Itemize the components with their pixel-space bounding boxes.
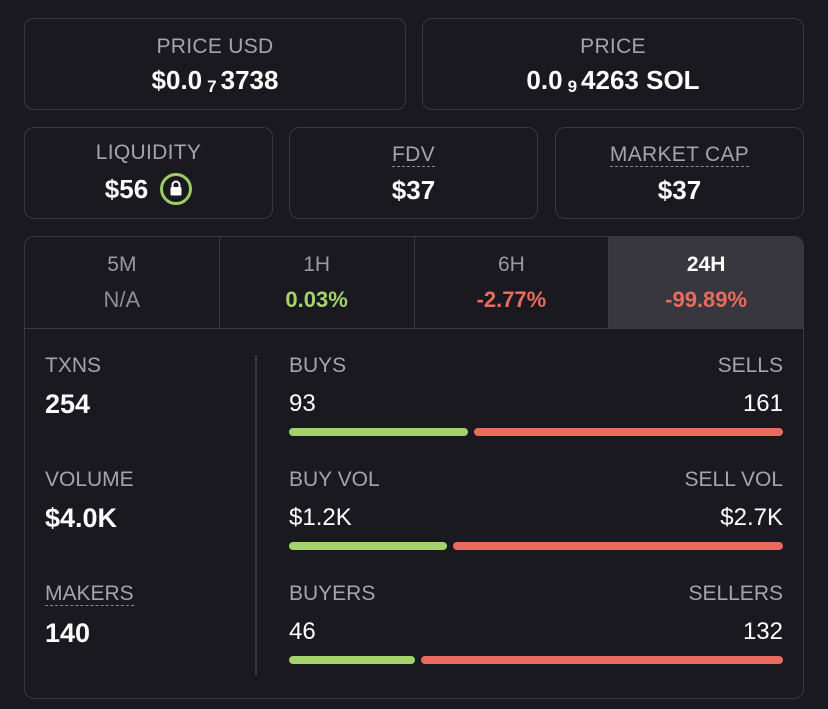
sell-vol-label: SELL VOL <box>684 468 783 491</box>
column-divider <box>255 355 257 675</box>
volume-split: BUY VOL SELL VOL $1.2K $2.7K <box>289 469 783 550</box>
market-cap-card: MARKET CAP $37 <box>555 127 804 219</box>
buy-vol-label: BUY VOL <box>289 468 380 491</box>
liquidity-card: LIQUIDITY $56 <box>24 127 273 219</box>
buys-bar <box>289 428 468 436</box>
timeframe-tabs: 5M N/A 1H 0.03% 6H -2.77% 24H -99.89% <box>25 237 803 329</box>
tab-6h-label: 6H <box>497 253 525 276</box>
price-usd-prefix: $0.0 <box>151 64 203 95</box>
price-usd-card: PRICE USD $0.0 7 3738 <box>24 18 406 110</box>
volume-value: $4.0K <box>45 503 118 533</box>
sellers-value: 132 <box>742 618 783 645</box>
buyers-bar <box>289 656 415 664</box>
market-cap-value: $37 <box>657 174 702 205</box>
stats-panel: 5M N/A 1H 0.03% 6H -2.77% 24H -99.89% TX… <box>24 236 804 699</box>
tab-5m-change: N/A <box>103 287 141 312</box>
price-sol-label: PRICE <box>580 34 646 58</box>
tab-24h-change: -99.89% <box>665 287 748 312</box>
liquidity-label: LIQUIDITY <box>95 140 202 164</box>
price-usd-digits: 3738 <box>220 64 279 95</box>
buy-vol-bar <box>289 542 447 550</box>
volume-bar <box>289 542 783 550</box>
buyers-sellers-bar <box>289 656 783 664</box>
txns-metric: TXNS 254 <box>45 355 101 418</box>
sells-bar <box>474 428 783 436</box>
buyers-label: BUYERS <box>289 582 376 605</box>
buy-vol-value: $1.2K <box>289 504 352 531</box>
price-usd-label: PRICE USD <box>156 34 274 58</box>
price-sol-digits: 4263 SOL <box>581 64 700 95</box>
price-sol-card: PRICE 0.0 9 4263 SOL <box>422 18 804 110</box>
buys-label: BUYS <box>289 354 347 377</box>
tab-24h[interactable]: 24H -99.89% <box>609 237 803 328</box>
volume-metric: VOLUME $4.0K <box>45 469 134 532</box>
price-sol-value: 0.0 9 4263 SOL <box>526 64 700 96</box>
makers-value: 140 <box>45 618 91 648</box>
price-sol-zero-count: 9 <box>567 77 578 96</box>
liquidity-value-row: $56 <box>104 172 193 205</box>
sell-vol-bar <box>453 542 783 550</box>
buyers-sellers-split: BUYERS SELLERS 46 132 <box>289 583 783 664</box>
fdv-label[interactable]: FDV <box>392 142 435 167</box>
fdv-card: FDV $37 <box>289 127 538 219</box>
sellers-bar <box>421 656 783 664</box>
txns-label: TXNS <box>45 354 102 377</box>
txns-value: 254 <box>45 389 91 419</box>
buys-value: 93 <box>289 390 316 417</box>
tab-5m[interactable]: 5M N/A <box>25 237 220 328</box>
tab-1h-change: 0.03% <box>285 287 348 312</box>
sells-label: SELLS <box>717 354 783 377</box>
buys-sells-split: BUYS SELLS 93 161 <box>289 355 783 436</box>
tab-6h[interactable]: 6H -2.77% <box>415 237 610 328</box>
fdv-value: $37 <box>391 174 436 205</box>
liquidity-value: $56 <box>104 173 149 204</box>
sells-value: 161 <box>742 390 783 417</box>
buys-sells-bar <box>289 428 783 436</box>
price-usd-value: $0.0 7 3738 <box>151 64 279 96</box>
tab-1h[interactable]: 1H 0.03% <box>220 237 415 328</box>
makers-metric: MAKERS 140 <box>45 583 134 647</box>
market-cap-label[interactable]: MARKET CAP <box>609 142 750 167</box>
price-usd-zero-count: 7 <box>207 77 217 96</box>
tab-24h-label: 24H <box>686 253 726 276</box>
makers-label[interactable]: MAKERS <box>45 582 134 606</box>
tab-1h-label: 1H <box>303 253 331 276</box>
lock-icon[interactable] <box>160 172 193 205</box>
sell-vol-value: $2.7K <box>720 504 783 531</box>
sellers-label: SELLERS <box>688 582 783 605</box>
buyers-value: 46 <box>289 618 316 645</box>
volume-label: VOLUME <box>45 468 134 491</box>
tab-5m-label: 5M <box>107 253 137 276</box>
price-sol-prefix: 0.0 <box>526 64 563 95</box>
tab-6h-change: -2.77% <box>476 287 547 312</box>
